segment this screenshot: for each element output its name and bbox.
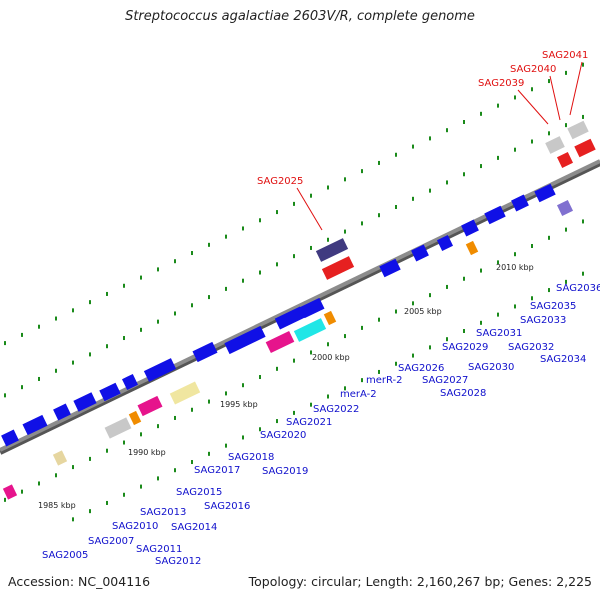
gene-feature[interactable] [104,417,132,439]
kbp-label: 2005 kbp [404,307,442,316]
gene-feature[interactable] [436,234,454,252]
tick-marks [4,62,584,522]
gene-feature[interactable] [574,138,596,158]
gene-label[interactable]: SAG2034 [540,354,586,365]
gene-feature[interactable] [137,395,163,417]
chromosome-backbone [0,159,600,455]
gene-label[interactable]: SAG2031 [476,328,522,339]
gene-feature[interactable] [1,429,19,447]
gene-features [1,120,596,500]
gene-feature[interactable] [461,219,479,237]
gene-label[interactable]: SAG2016 [204,501,250,512]
accession-label: Accession: NC_004116 [8,574,151,589]
label-leader-lines [296,61,583,231]
gene-label[interactable]: SAG2028 [440,388,486,399]
gene-feature[interactable] [534,183,556,203]
gene-label[interactable]: SAG2012 [155,556,201,567]
gene-feature[interactable] [293,318,327,342]
gene-label[interactable]: SAG2027 [422,375,468,386]
gene-feature[interactable] [299,297,325,319]
gene-label[interactable]: SAG2005 [42,550,88,561]
kbp-label: 1990 kbp [128,448,166,457]
gene-label[interactable]: SAG2010 [112,521,158,532]
gene-feature[interactable] [53,403,71,421]
gene-label[interactable]: SAG2022 [313,404,359,415]
label-leader-line [569,61,583,116]
gene-label[interactable]: SAG2020 [260,430,306,441]
kbp-label: 2010 kbp [496,263,534,272]
genome-summary: Topology: circular; Length: 2,160,267 bp… [248,574,592,589]
gene-feature[interactable] [556,151,574,169]
gene-feature[interactable] [315,238,349,262]
gene-feature[interactable] [224,325,266,355]
kbp-label: 1985 kbp [38,501,76,510]
gene-feature[interactable] [265,330,295,354]
kbp-label: 1995 kbp [220,400,258,409]
gene-feature[interactable] [52,450,68,466]
gene-feature[interactable] [99,382,121,402]
gene-label[interactable]: SAG2029 [442,342,488,353]
gene-label[interactable]: SAG2033 [520,315,566,326]
gene-feature[interactable] [545,136,565,154]
gene-label[interactable]: SAG2019 [262,466,308,477]
gene-feature[interactable] [379,258,401,278]
gene-label[interactable]: SAG2017 [194,465,240,476]
gene-feature[interactable] [274,306,306,330]
gene-feature[interactable] [411,244,429,262]
gene-label[interactable]: SAG2011 [136,544,182,555]
gene-feature[interactable] [22,414,48,436]
gene-label[interactable]: SAG2014 [171,522,217,533]
gene-labels: 1985 kbp 1990 kbp 1995 kbp 2000 kbp 2005 kbp… [38,50,600,567]
gene-feature[interactable] [511,194,529,212]
gene-label[interactable]: SAG2030 [468,362,514,373]
label-leader-line [549,75,561,121]
map-title: Streptococcus agalactiae 2603V/R, comple… [125,9,475,24]
gene-label[interactable]: merA-2 [340,389,377,400]
gene-feature[interactable] [556,199,574,217]
gene-label-red[interactable]: SAG2039 [478,78,524,89]
gene-feature[interactable] [321,256,355,280]
gene-feature[interactable] [128,410,142,426]
gene-label-red[interactable]: SAG2041 [542,50,588,61]
label-leader-line [517,89,549,125]
gene-label[interactable]: SAG2013 [140,507,186,518]
gene-feature[interactable] [484,205,506,225]
gene-feature[interactable] [121,373,139,391]
gene-label[interactable]: SAG2021 [286,417,332,428]
gene-feature[interactable] [169,381,201,405]
gene-label[interactable]: SAG2036 [556,283,600,294]
gene-feature[interactable] [567,120,589,140]
gene-feature[interactable] [192,341,218,363]
gene-label[interactable]: SAG2007 [88,536,134,547]
gene-label-red[interactable]: SAG2040 [510,64,556,75]
gene-feature[interactable] [2,484,18,500]
gene-feature[interactable] [465,240,479,256]
gene-label-red[interactable]: SAG2025 [257,176,303,187]
gene-label[interactable]: SAG2032 [508,342,554,353]
gene-feature[interactable] [73,392,97,412]
gene-feature[interactable] [323,310,337,326]
backbone-line [0,159,600,452]
gene-label[interactable]: SAG2015 [176,487,222,498]
kbp-label: 2000 kbp [312,353,350,362]
gene-label[interactable]: SAG2035 [530,301,576,312]
gene-label[interactable]: SAG2026 [398,363,444,374]
gene-label[interactable]: merR-2 [366,375,403,386]
gene-feature[interactable] [143,358,177,382]
label-leader-line [296,187,323,231]
gene-label[interactable]: SAG2018 [228,452,274,463]
